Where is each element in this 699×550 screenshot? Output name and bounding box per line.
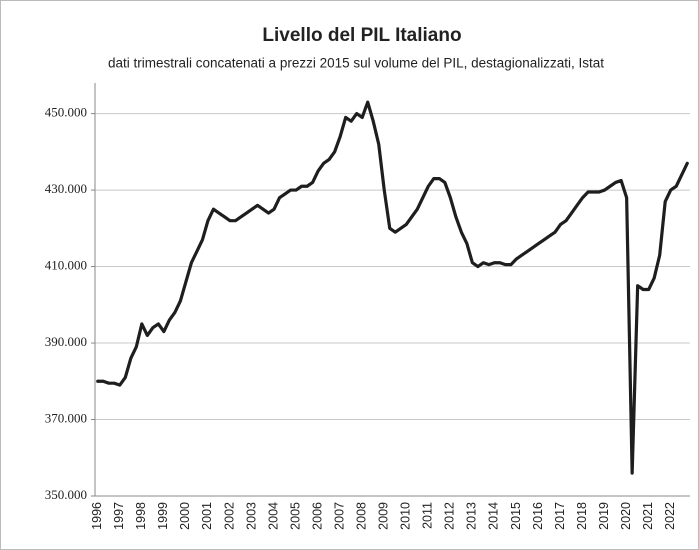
x-tick-label: 2022 [663, 502, 677, 530]
x-tick-label: 1997 [112, 502, 126, 530]
x-tick-label: 2020 [619, 502, 633, 530]
plot-area [96, 100, 689, 475]
y-tick-label: 350.000 [45, 487, 87, 502]
x-tick-label: 2007 [332, 502, 346, 530]
x-tick-label: 2014 [487, 502, 501, 530]
x-tick-label: 2011 [421, 502, 435, 529]
x-tick-label: 2013 [465, 502, 479, 530]
x-tick-label: 2015 [509, 502, 523, 530]
x-tick-label: 2006 [310, 502, 324, 530]
x-tick-label: 2002 [222, 502, 236, 530]
y-tick-label: 430.000 [45, 181, 87, 196]
x-tick-label: 2010 [399, 502, 413, 530]
x-tick-label: 2018 [575, 502, 589, 530]
x-tick-label: 2016 [531, 502, 545, 530]
chart-title: Livello del PIL Italiano [262, 25, 461, 46]
y-tick-label: 390.000 [45, 334, 87, 349]
x-tick-label: 2017 [553, 502, 567, 530]
chart-subtitle: dati trimestrali concatenati a prezzi 20… [108, 56, 604, 71]
x-tick-label: 1998 [134, 502, 148, 530]
x-tick-label: 1999 [156, 502, 170, 530]
x-tick-label: 2004 [266, 502, 280, 530]
x-tick-label: 2019 [597, 502, 611, 530]
y-tick-label: 370.000 [45, 411, 87, 426]
x-tick-label: 2005 [288, 502, 302, 530]
x-tick-label: 2009 [377, 502, 391, 530]
y-tick-label: 410.000 [45, 258, 87, 273]
x-tick-label: 2008 [354, 502, 368, 530]
y-tick-label: 450.000 [45, 105, 87, 120]
x-tick-label: 2021 [641, 502, 655, 530]
data-line [96, 100, 689, 475]
x-tick-label: 2003 [244, 502, 258, 530]
x-tick-label: 2001 [200, 502, 214, 530]
grid: 350.000 370.000 390.000 410.000 430.000 450.0… [45, 83, 690, 530]
x-tick-label: 1996 [90, 502, 104, 530]
x-tick-label: 2012 [443, 502, 457, 530]
x-tick-label: 2000 [178, 502, 192, 530]
